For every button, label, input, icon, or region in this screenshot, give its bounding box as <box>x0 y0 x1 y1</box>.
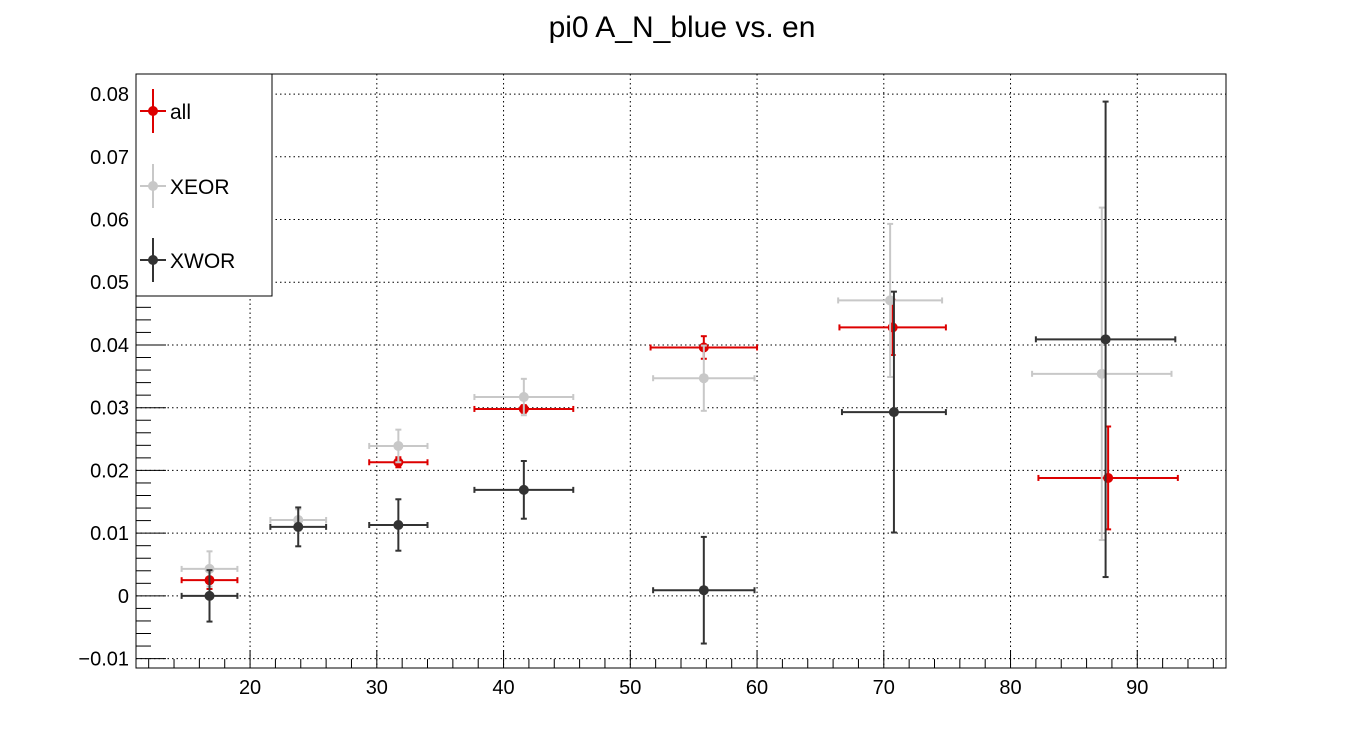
x-tick-label: 80 <box>999 677 1021 699</box>
grid-lines <box>136 74 1226 668</box>
y-tick-label: 0.02 <box>90 460 129 482</box>
y-tick-label: 0.08 <box>90 84 129 106</box>
data-point <box>885 295 896 306</box>
chart-title: pi0 A_N_blue vs. en <box>549 11 816 44</box>
x-tick-label: 40 <box>492 677 514 699</box>
data-point <box>518 484 529 495</box>
y-tick-label: 0.07 <box>90 147 129 169</box>
x-tick-label: 90 <box>1126 677 1148 699</box>
legend-entry-all: all <box>140 89 191 133</box>
data-point <box>1096 368 1107 379</box>
x-tick-label: 60 <box>746 677 768 699</box>
x-tick-label: 30 <box>366 677 388 699</box>
legend-label: XWOR <box>170 250 235 273</box>
x-tick-label: 70 <box>873 677 895 699</box>
series-xwor <box>180 100 1177 645</box>
legend-label: XEOR <box>170 176 230 199</box>
legend-label: all <box>170 101 191 124</box>
data-point <box>698 373 709 384</box>
data-point <box>888 407 899 418</box>
axes: 20 30 40 50 60 70 80 90 −0.01 0 0.01 0.02 0.03 0.04 0.… <box>78 81 1214 699</box>
data-point <box>204 563 215 574</box>
y-tick-label: 0.04 <box>90 335 129 357</box>
data-point <box>393 519 404 530</box>
y-tick-label: 0.03 <box>90 398 129 420</box>
data-point <box>698 585 709 596</box>
data-point <box>518 392 529 403</box>
data-series <box>180 100 1179 645</box>
series-all <box>180 298 1179 590</box>
data-point <box>393 440 404 451</box>
legend-marker <box>148 106 158 116</box>
y-tick-label: 0.06 <box>90 210 129 232</box>
plot-frame <box>135 73 1227 669</box>
legend-entry-xwor: XWOR <box>140 238 235 282</box>
y-tick-label: 0.05 <box>90 272 129 294</box>
data-point <box>293 521 304 532</box>
x-tick-label: 20 <box>239 677 261 699</box>
y-tick-label: 0 <box>118 586 129 608</box>
y-tick-label: −0.01 <box>78 649 129 671</box>
x-tick-label: 50 <box>619 677 641 699</box>
legend-entry-xeor: XEOR <box>140 164 230 208</box>
y-tick-label: 0.01 <box>90 523 129 545</box>
legend: all XEOR XWOR <box>135 73 273 297</box>
data-point <box>204 590 215 601</box>
legend-marker <box>148 255 158 265</box>
data-point <box>1100 334 1111 345</box>
legend-marker <box>148 181 158 191</box>
series-xeor <box>180 206 1173 588</box>
